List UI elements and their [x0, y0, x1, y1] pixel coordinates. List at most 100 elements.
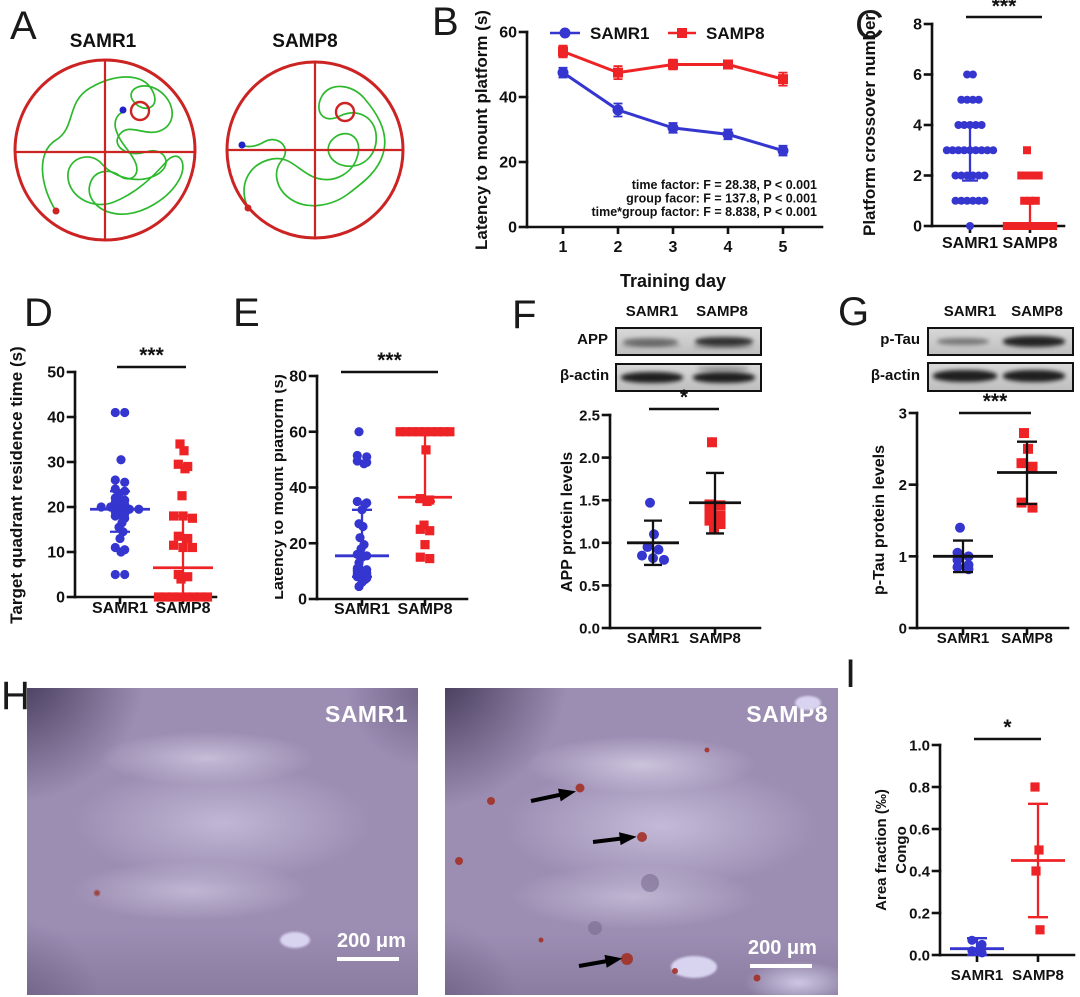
significance-stars: ***	[139, 344, 164, 367]
y-tick-label: 3	[899, 406, 907, 423]
y-tick-label: 10	[47, 545, 65, 562]
panel-label-i: I	[845, 652, 857, 696]
arrow-icon	[592, 832, 637, 846]
panel-label-h: H	[1, 674, 30, 718]
y-tick-label: 1.0	[579, 535, 600, 552]
significance-stars: ***	[377, 349, 402, 372]
points-SAMR1	[352, 427, 372, 592]
panel-label-c: C	[855, 3, 884, 47]
y-tick-label: 0	[899, 621, 907, 638]
y-tick-label: 0	[508, 220, 517, 237]
chart-target-quadrant-time: 0 10 20 30 40 50 Target quadrant residence tim…	[7, 344, 218, 624]
x-tick-label: 2	[614, 239, 623, 256]
blot-strip-app	[615, 327, 762, 356]
chart-ptau-protein-levels: 0 1 2 3 p-Tau protein levels SAMR1 SAMP8 ***	[871, 390, 1070, 647]
y-axis-title: APP protein levels	[560, 452, 576, 592]
y-tick-label: 40	[289, 480, 307, 497]
scale-bar-label: 200 μm	[748, 937, 817, 959]
chart-platform-crossover-number: 0 2 4 6 8 Platform crossover number SAMR1 SAMP8…	[860, 0, 1066, 252]
group-label: SAMR1	[92, 600, 148, 617]
maze-title-samr1: SAMR1	[70, 31, 137, 52]
y-tick-label: 50	[47, 365, 65, 382]
y-axis-title: Platform crossover number	[860, 14, 879, 236]
stats-annotation: group facor: F = 137.8, P < 0.001	[626, 192, 817, 206]
y-tick-label: 0.6	[909, 822, 930, 839]
y-axis-title: Target quadrant residence time (s)	[7, 346, 26, 623]
end-point-marker	[119, 106, 127, 114]
y-tick-label: 1	[899, 549, 907, 566]
group-label: SAMP8	[155, 600, 210, 617]
y-tick-label: 4	[913, 118, 922, 135]
error-bar-SAMP8	[398, 431, 452, 503]
y-tick-label: 8	[913, 17, 922, 34]
y-tick-label: 0	[913, 219, 922, 236]
start-point-marker	[52, 207, 60, 215]
maze-title-samp8: SAMP8	[272, 31, 337, 52]
x-axis-title: Training day	[620, 271, 726, 291]
y-tick-label: 2	[913, 168, 922, 185]
tissue-void	[280, 932, 310, 948]
error-bar-SAMP8	[1006, 199, 1054, 228]
blot-lane-label: SAMR1	[943, 303, 997, 320]
blot-strip-ptau	[927, 327, 1074, 356]
swim-path	[41, 76, 184, 215]
y-tick-label: 20	[289, 536, 307, 553]
blot-protein-label: p-Tau	[880, 331, 920, 348]
axes	[66, 370, 218, 599]
blot-lane-label: SAMP8	[696, 303, 748, 320]
x-tick-label: 3	[669, 239, 678, 256]
annotation-layer	[455, 747, 761, 982]
group-label: SAMR1	[627, 630, 680, 647]
panel-label-f: F	[512, 293, 537, 337]
error-bar-SAMR1	[950, 937, 1004, 957]
axes	[923, 22, 1066, 228]
y-axis-title: p-Tau protein levels	[871, 445, 888, 595]
y-tick-label: 0.5	[579, 578, 600, 595]
panel-label-b: B	[432, 0, 459, 44]
y-tick-label: 60	[499, 25, 517, 42]
x-tick-label: 5	[779, 239, 788, 256]
error-bar-SAMP8	[997, 440, 1057, 506]
y-tick-label: 0.4	[909, 864, 931, 881]
error-bar-SAMR1	[933, 539, 993, 574]
error-bar-SAMR1	[90, 490, 150, 533]
y-tick-label: 0.2	[909, 906, 930, 923]
chart-latency-by-training-day: 0 20 40 60 1 2 3 4 5 Training day Latency to mount…	[472, 10, 824, 291]
group-label: SAMP8	[1012, 967, 1064, 984]
chart-app-protein-levels: 0.0 0.5 1.0 1.5 2.0 2.5 APP protein levels SAMR…	[560, 386, 762, 647]
platform-circle	[334, 101, 356, 123]
panel-a-maze-tracks: SAMR1 SAMP8	[13, 31, 405, 242]
y-tick-label: 2.5	[579, 408, 600, 425]
scale-bar-label: 200 μm	[337, 930, 406, 952]
panel-label-a: A	[10, 4, 37, 48]
significance-stars: *	[1003, 716, 1012, 739]
tissue-smudge	[641, 874, 659, 892]
blot-protein-label: β-actin	[870, 367, 920, 384]
swim-path	[241, 85, 386, 209]
axes	[601, 413, 762, 630]
y-tick-label: 6	[913, 67, 922, 84]
blot-strip-actin	[927, 362, 1074, 392]
panel-label-e: E	[233, 291, 260, 335]
group-label: SAMP8	[1002, 235, 1057, 252]
scale-bar	[750, 964, 812, 968]
tissue-void	[795, 696, 821, 710]
image-title: SAMR1	[324, 701, 408, 727]
blot-lane-label: SAMR1	[625, 303, 679, 320]
group-label: SAMR1	[937, 630, 990, 647]
significance-stars: ***	[992, 0, 1017, 18]
y-tick-label: 30	[47, 455, 65, 472]
significance-stars: ***	[983, 390, 1008, 413]
y-tick-label: 0.0	[579, 621, 600, 638]
maze-pool-samr1	[13, 58, 197, 242]
y-tick-label: 2.0	[579, 450, 600, 467]
tissue-smudge	[588, 921, 602, 935]
congo-red-deposit	[94, 890, 100, 896]
platform-circle	[129, 100, 151, 122]
legend-label: SAMR1	[590, 24, 650, 43]
histology-image-samr1: SAMR1 200 μm	[27, 688, 418, 995]
error-bar-SAMP8	[689, 471, 741, 535]
histology-image-samp8: SAMP8 200 μm	[445, 688, 838, 995]
chart-congo-area-fraction: 0.0 0.2 0.4 0.6 0.8 1.0 Area fraction (‰) Congo…	[873, 716, 1076, 984]
